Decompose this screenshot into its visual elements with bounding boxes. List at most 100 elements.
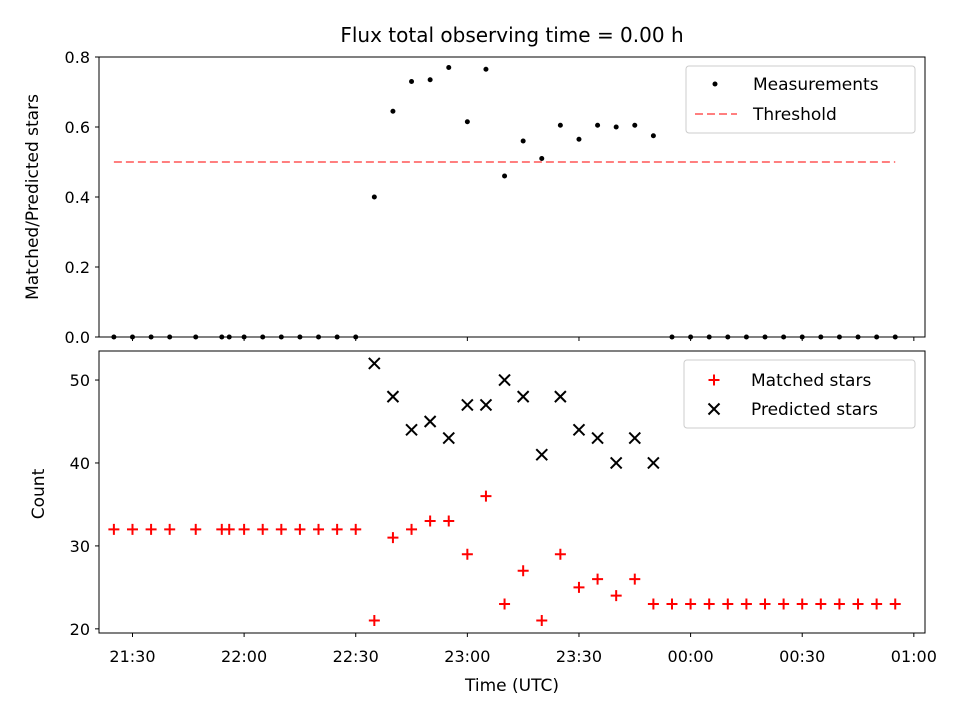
predicted-star-point [461,398,474,412]
top-x-ticks [131,337,915,341]
matched-star-point [461,548,473,560]
predicted-star-point [572,423,586,437]
top-axes-frame [98,56,926,338]
bottom-legend: Matched stars Predicted stars [683,359,916,429]
x-tick-label: 00:30 [779,647,825,666]
bottom-axes-frame [98,350,926,634]
bottom-y-axis-label: Count [29,468,49,519]
predicted-star-point [479,398,493,412]
matched-star-point [815,598,827,610]
x-axis-label: Time (UTC) [464,676,559,696]
top-y-tick-label: 0.4 [65,188,90,207]
bottom-y-ticks: 20 30 40 50 [70,371,99,639]
matched-star-point [722,598,734,610]
measurement-point [632,122,638,128]
matched-star-point [145,523,157,535]
top-legend-box [685,65,916,134]
matched-star-point [778,598,790,610]
bottom-y-tick-label: 20 [70,620,90,639]
matched-star-point [629,573,641,585]
predicted-star-point [609,456,623,470]
legend-measurements-marker [712,81,718,87]
bottom-x-ticks: 21:30 22:00 22:30 23:00 23:30 00:00 00:30 01:00 [109,633,937,666]
top-legend: Measurements Threshold [685,65,916,134]
matched-star-point [685,598,697,610]
bottom-legend-box [683,359,916,429]
matched-star-point [126,523,138,535]
matched-star-point [647,598,659,610]
measurement-point [613,124,619,130]
predicted-star-point [535,448,548,461]
matched-star-point [610,590,622,602]
bottom-series [108,357,901,627]
matched-star-point [275,523,287,535]
matched-star-point [294,523,306,535]
matched-star-point [554,548,566,560]
matched-star-point [666,598,678,610]
matched-star-point [313,523,325,535]
matched-star-point [480,490,492,502]
matched-star-point [238,523,250,535]
matched-star-point [331,523,343,535]
matched-star-point [889,598,901,610]
legend-predicted-marker [707,402,721,416]
matched-star-point [703,598,715,610]
matched-star-point [164,523,176,535]
matched-star-point [368,615,380,627]
measurement-point [557,122,563,128]
matched-star-point [223,523,235,535]
bottom-y-tick-label: 30 [70,537,90,556]
legend-predicted-label: Predicted stars [751,400,878,420]
matched-star-point [443,515,455,527]
x-tick-label: 21:30 [109,647,155,666]
predicted-star-point [498,373,511,387]
predicted-star-point [386,390,400,403]
chart-title: Flux total observing time = 0.00 h [340,23,683,47]
matched-star-point [517,565,529,577]
legend-matched-label: Matched stars [751,371,871,391]
measurement-point [650,133,656,139]
top-y-ticks: 0.0 0.2 0.4 0.6 0.8 [65,48,99,347]
matched-star-point [406,523,418,535]
predicted-star-point [368,357,381,370]
x-tick-label: 23:00 [444,647,490,666]
measurement-point [371,194,377,200]
matched-star-point [387,532,399,544]
predicted-star-point [405,423,418,437]
measurement-point [446,65,452,70]
x-tick-label: 00:00 [668,647,714,666]
matched-star-point [796,598,808,610]
measurement-point [502,173,508,179]
legend-threshold-label: Threshold [752,105,837,125]
matched-star-point [759,598,771,610]
x-tick-label: 22:30 [333,647,379,666]
matched-star-point [350,523,362,535]
matched-star-point [833,598,845,610]
predicted-star-point [423,415,437,428]
predicted-star-point [516,390,530,403]
predicted-star-point [647,456,660,470]
measurement-point [595,122,601,128]
matched-star-point [190,523,202,535]
matched-star-point [740,598,752,610]
bottom-panel: Count 20 30 40 50 21:30 22:00 22:30 23:00 23:30… [29,350,937,696]
measurement-point [409,79,415,84]
x-tick-label: 01:00 [891,647,937,666]
matched-star-point [536,615,548,627]
predicted-star-point [554,390,567,403]
measurement-point [464,119,470,125]
measurement-point [390,108,396,114]
top-y-axis-label: Matched/Predicted stars [23,94,43,300]
matched-star-point [424,515,436,527]
matched-star-point [257,523,269,535]
legend-measurements-label: Measurements [753,75,879,95]
matched-star-point [852,598,864,610]
predicted-star-point [442,431,455,445]
matched-star-point [871,598,883,610]
bottom-y-tick-label: 40 [70,454,90,473]
x-tick-label: 23:30 [556,647,602,666]
predicted-star-point [628,431,641,445]
bottom-y-tick-label: 50 [70,371,90,390]
top-y-tick-label: 0.0 [65,328,90,347]
